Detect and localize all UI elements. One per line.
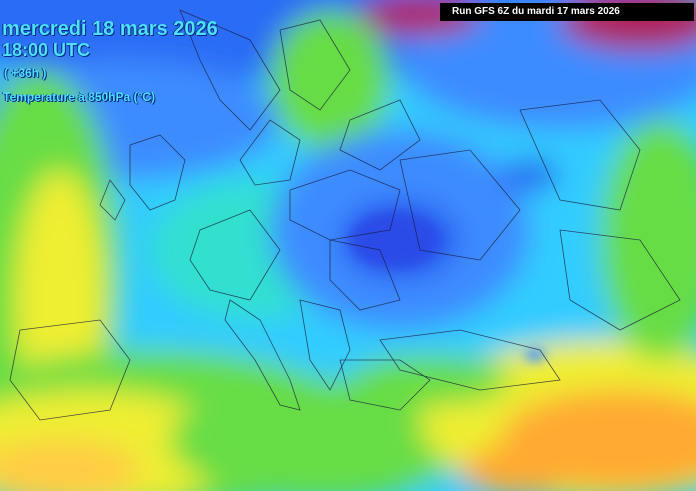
forecast-time: 18:00 UTC <box>2 40 91 60</box>
forecast-lead-time: ( +36h ) <box>4 66 47 80</box>
parameter-label: Temperature à 850hPa (°C) <box>3 90 155 104</box>
model-run-label: Run GFS 6Z du mardi 17 mars 2026 <box>440 3 694 21</box>
country-borders <box>9 9 681 421</box>
forecast-date: mercredi 18 mars 2026 <box>2 18 218 40</box>
